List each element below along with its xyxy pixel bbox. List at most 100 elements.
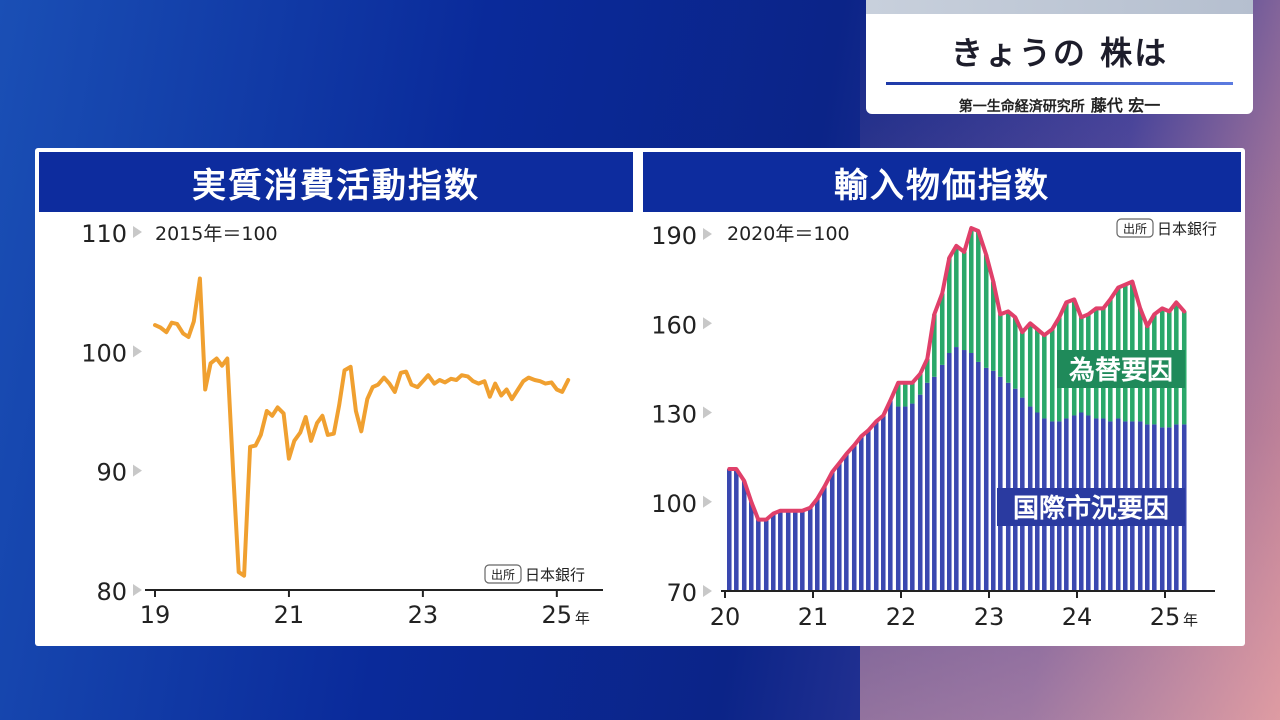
- left-source-name: 日本銀行: [525, 566, 585, 584]
- right-chart-title: 輸入物価指数: [643, 152, 1241, 212]
- market-factor-bar: [939, 364, 945, 591]
- right-chart-svg: 190 160 130 100 70 2020年＝100 出所 日本銀行 20 21 22 23 24 2…: [651, 218, 1217, 631]
- right-y-tick-label: 70: [666, 579, 697, 607]
- market-factor-bar: [763, 519, 769, 591]
- left-y-tick-label: 100: [81, 339, 127, 367]
- market-factor-bar: [749, 501, 754, 591]
- fx-factor-bar: [1005, 311, 1011, 383]
- right-x-unit: 年: [1183, 611, 1198, 629]
- left-y-tick-marker: [133, 464, 142, 477]
- left-source-badge: [484, 564, 522, 584]
- right-y-tick-marker: [703, 317, 712, 330]
- left-y-tick-marker: [133, 226, 142, 238]
- fx-factor-bar: [976, 231, 981, 362]
- market-factor-bar: [976, 361, 981, 591]
- market-factor-bar: [771, 513, 776, 591]
- market-factor-bar: [932, 376, 937, 591]
- market-factor-bar: [734, 469, 739, 591]
- title-card-topbar: [866, 0, 1253, 14]
- fx-factor-bar: [961, 251, 967, 351]
- market-factor-bar: [756, 519, 761, 591]
- market-factor-bar: [873, 421, 879, 591]
- fx-factor-bar: [895, 382, 901, 407]
- market-factor-bar: [895, 406, 901, 591]
- guest-line: 第一生命経済研究所 藤代 宏一: [866, 92, 1253, 116]
- program-title: きょうの 株は: [950, 34, 1169, 72]
- market-factor-bar: [741, 480, 747, 591]
- fx-factor-bar: [917, 373, 923, 395]
- market-factor-bar: [910, 403, 915, 591]
- fx-factor-bar: [998, 314, 1003, 377]
- left-y-tick-label: 80: [96, 578, 127, 606]
- market-factor-bar: [837, 463, 842, 591]
- right-x-tick-label: 22: [886, 603, 917, 631]
- guest-organization: 第一生命経済研究所: [958, 99, 1085, 115]
- fx-factor-bar: [1027, 323, 1033, 407]
- fx-factor-bar: [903, 382, 908, 407]
- left-chart-panel: 実質消費活動指数 110 100 90 80 2015年＝100 19 21 23 25 年 出所日…: [35, 148, 637, 646]
- left-y-tick-label: 90: [96, 459, 127, 487]
- market-factor-bar: [1005, 382, 1011, 591]
- market-factor-bar: [815, 498, 820, 591]
- market-factor-bar: [800, 510, 805, 591]
- left-x-tick-label: 25: [542, 601, 573, 629]
- left-x-tick-label: 21: [274, 601, 305, 629]
- left-source-label: 出所: [491, 568, 515, 582]
- market-factor-bar: [844, 454, 849, 591]
- left-chart-title: 実質消費活動指数: [39, 152, 633, 212]
- right-chart-note: 2020年＝100: [727, 223, 850, 245]
- right-y-tick-label: 100: [651, 490, 697, 518]
- fx-factor-bar: [939, 293, 945, 365]
- market-factor-bar: [961, 350, 967, 591]
- market-factor-bar: [903, 406, 908, 591]
- fx-factor-bar: [925, 358, 930, 383]
- right-source-badge: [1116, 218, 1154, 238]
- market-factor-bar: [727, 469, 732, 591]
- charts-panel: 実質消費活動指数 110 100 90 80 2015年＝100 19 21 23 25 年出所日…: [35, 148, 1245, 646]
- right-y-tick-marker: [703, 495, 712, 508]
- market-factor-bar: [947, 353, 952, 591]
- right-x-tick-label: 25: [1150, 603, 1181, 631]
- market-factor-label-box: [997, 488, 1185, 526]
- left-chart-note: 2015年＝100: [155, 223, 278, 245]
- market-factor-bar: [954, 347, 959, 591]
- consumption-index-line: [153, 276, 571, 578]
- import-price-index-line: [727, 226, 1187, 522]
- market-factor-bar: [859, 436, 864, 591]
- right-x-tick-label: 20: [710, 603, 741, 631]
- right-y-tick-marker: [703, 228, 712, 240]
- market-factor-bar: [866, 430, 871, 591]
- left-x-tick-label: 19: [140, 601, 171, 629]
- fx-factor-bar: [969, 228, 974, 353]
- market-factor-bar: [881, 415, 886, 591]
- market-factor-bar: [969, 353, 974, 591]
- title-rule: [886, 82, 1233, 85]
- right-y-tick-marker: [703, 585, 712, 597]
- fx-factor-bar: [1013, 317, 1018, 389]
- market-factor-bar: [851, 445, 857, 591]
- fx-factor-label: 為替要因: [1069, 356, 1173, 386]
- program-title-card: きょうの 株は 第一生命経済研究所 藤代 宏一: [866, 0, 1253, 116]
- right-x-tick-label: 21: [798, 603, 829, 631]
- market-factor-label: 国際市況要因: [1013, 493, 1169, 524]
- market-factor-bar: [829, 472, 835, 591]
- right-x-tick-label: 24: [1062, 603, 1093, 631]
- fx-factor-bar: [1049, 329, 1055, 422]
- left-chart-svg: 110 100 90 80 2015年＝100 19 21 23 25 年 出所 日本銀行: [81, 220, 603, 629]
- market-factor-bar: [983, 367, 989, 591]
- right-x-tick-label: 23: [974, 603, 1005, 631]
- guest-name: 藤代 宏一: [1090, 96, 1161, 115]
- fx-factor-label-box: [1057, 350, 1185, 388]
- fx-factor-bar: [910, 382, 915, 404]
- fx-factor-bar: [1020, 332, 1025, 398]
- left-x-unit: 年: [575, 609, 590, 627]
- right-chart-panel: 輸入物価指数 190 160 130 100 70 2020年＝100 出所 日本銀行 20 21…: [639, 148, 1245, 646]
- market-factor-bar: [925, 382, 930, 591]
- market-factor-bar: [778, 510, 783, 591]
- market-factor-bar: [807, 507, 813, 591]
- left-x-tick-label: 23: [408, 601, 439, 629]
- fx-factor-bar: [1042, 335, 1047, 419]
- market-factor-bar: [822, 486, 827, 591]
- market-factor-bar: [793, 510, 798, 591]
- market-factor-bar: [998, 376, 1003, 591]
